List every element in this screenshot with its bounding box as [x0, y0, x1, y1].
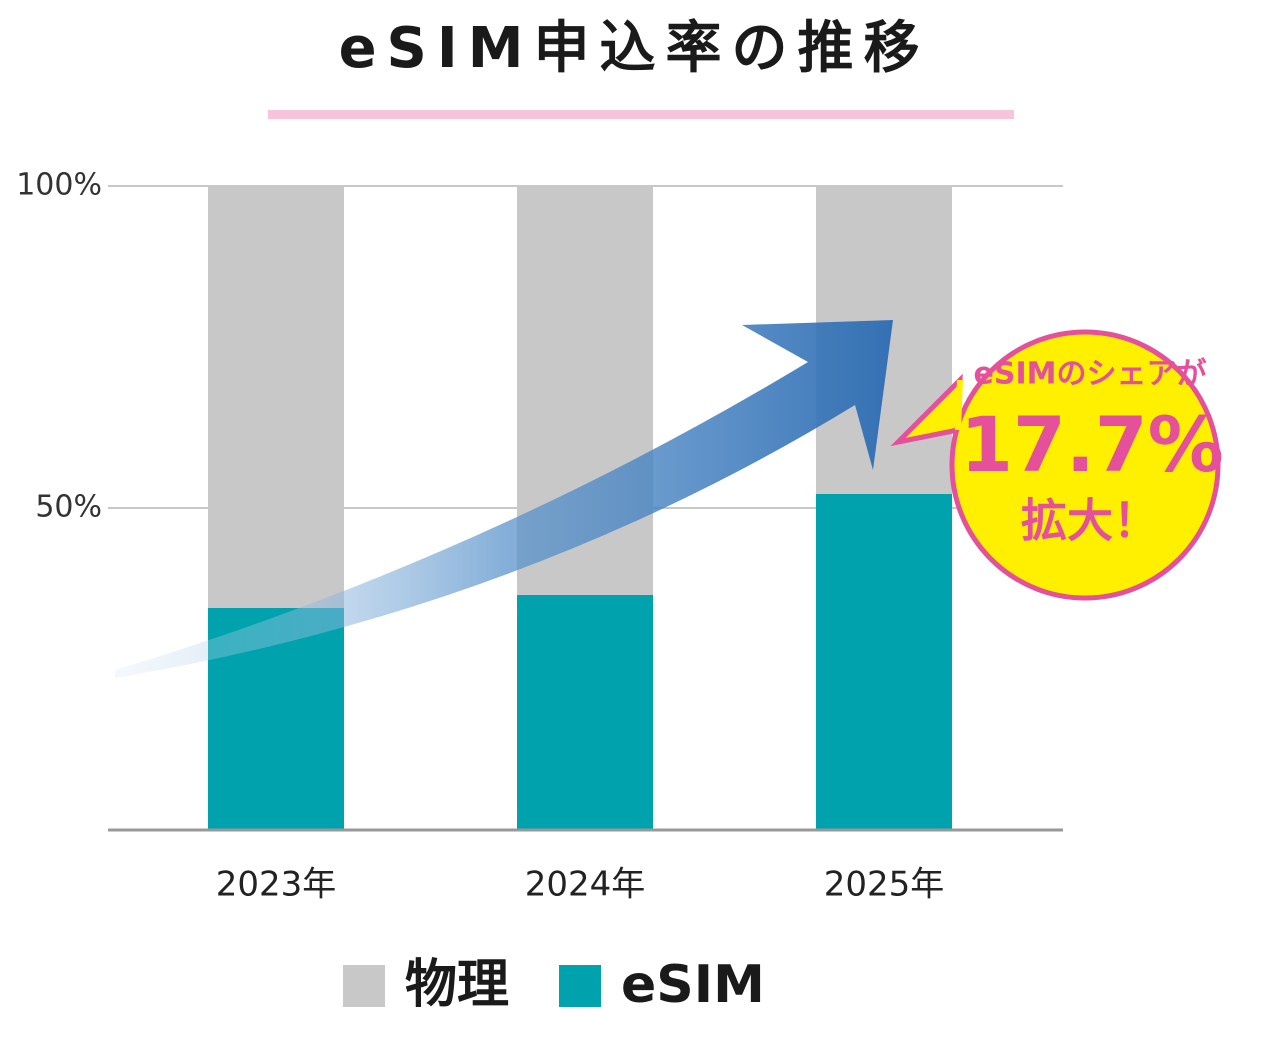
x-tick-label: 2024年 [525, 865, 646, 905]
callout: eSIMのシェアが 17.7% 拡大！ [890, 329, 1224, 601]
chart-title: eSIM申込率の推移 [339, 16, 930, 81]
legend-label: eSIM [621, 955, 765, 1015]
callout-text: 拡大！ [1021, 494, 1159, 548]
y-tick-label: 100% [16, 168, 102, 203]
legend: 物理 eSIM [343, 955, 765, 1015]
x-tick-label: 2023年 [216, 865, 337, 905]
legend-label: 物理 [405, 955, 509, 1015]
callout-value: 17.7% [960, 400, 1224, 489]
callout-join [955, 379, 963, 431]
y-tick-label: 50% [35, 490, 102, 525]
callout-bubble [949, 329, 1221, 601]
legend-swatch [343, 965, 385, 1007]
bar-segment [208, 186, 344, 608]
bar-segment [517, 594, 653, 830]
title-underline [268, 110, 1014, 119]
legend-swatch [559, 965, 602, 1007]
x-tick-label: 2025年 [824, 865, 945, 905]
bar-segment [816, 493, 952, 830]
callout-text: eSIMのシェアが [974, 357, 1207, 392]
trend-arrow [115, 320, 893, 678]
